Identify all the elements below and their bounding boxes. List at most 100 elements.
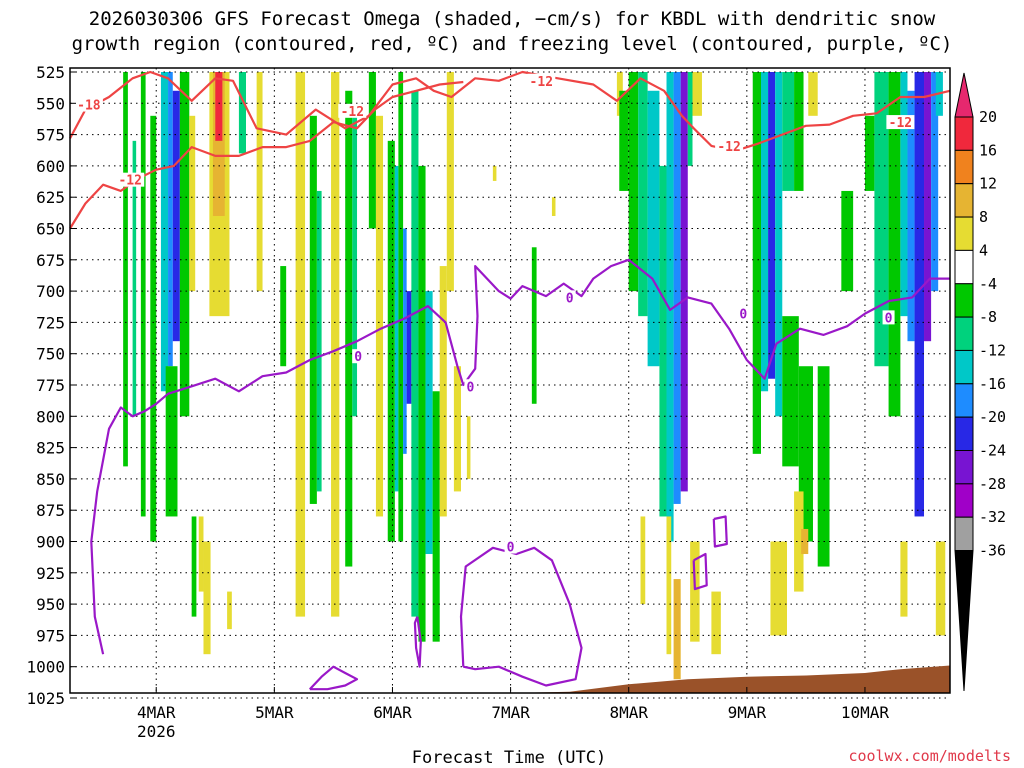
colorbar-band [954,416,974,451]
omega-cell [900,72,908,317]
omega-cell [132,140,137,417]
omega-cell [160,72,169,392]
omega-cell [640,516,646,605]
freezing-level-label: 0 [354,350,362,365]
omega-cell [531,247,537,404]
omega-cell [466,416,471,479]
omega-cell [768,72,776,379]
y-tick-label: 750 [36,345,65,364]
omega-cell [888,72,901,417]
plot-frame [69,67,951,694]
colorbar-band [954,283,974,318]
colorbar-label: -4 [979,275,997,293]
omega-cell [425,291,433,555]
contour-layer: -18 -12 -12 -12 -12 -12 0 0 0 0 0 0 [69,70,951,691]
omega-cell [935,541,946,636]
omega-cell [914,72,925,517]
chart-title-line2: growth region (contoured, red, ºC) and f… [72,33,953,55]
dgz-contour-label: -12 [530,75,553,90]
y-tick-label: 950 [36,595,65,614]
omega-cell [711,591,721,655]
colorbar-band [954,450,974,485]
colorbar-label: -12 [979,341,1006,359]
dgz-contour-line [69,70,951,152]
omega-cell [256,72,263,292]
omega-cell [551,197,556,216]
y-tick-label: 1025 [26,689,65,708]
x-tick-label: 4MAR [137,703,176,722]
omega-cell [168,72,173,367]
x-axis-title: Forecast Time (UTC) [412,748,606,768]
omega-cell [140,72,146,517]
omega-cell [309,115,317,504]
y-tick-label: 800 [36,407,65,426]
x-tick-label: 9MAR [728,703,767,722]
dgz-contour-line [69,80,464,230]
omega-cell [172,90,180,342]
omega-cell [165,366,178,517]
y-tick-label: 650 [36,220,65,239]
y-tick-label: 725 [36,313,65,332]
colorbar-label: -24 [979,442,1006,460]
omega-cell [331,72,340,617]
x-tick-label: 7MAR [491,703,530,722]
omega-cell [808,72,818,116]
omega-cell [150,115,157,542]
colorbar-bottom-arrow [954,550,974,692]
omega-cell [215,72,223,141]
terrain-fill [70,665,950,693]
colorbar-label: 4 [979,241,988,259]
colorbar-label: -20 [979,408,1006,426]
y-tick-label: 625 [36,188,65,207]
y-tick-label: 850 [36,470,65,489]
omega-cell [900,541,908,617]
dgz-contour-label-bg [338,103,367,118]
dgz-contour-label-bg [74,97,103,112]
omega-cell [345,90,353,567]
y-tick-label: 525 [36,63,65,82]
colorbar-band [954,316,974,351]
y-tick-label: 825 [36,439,65,458]
colorbar-band [954,349,974,385]
x-tick-sublabel: 2026 [137,722,176,741]
omega-cell [692,72,702,116]
freezing-level-label-bg [737,306,750,321]
omega-cell [619,90,629,191]
freezing-level-label: 0 [566,291,574,306]
freezing-level-label: 0 [507,541,515,556]
colorbar-label: 20 [979,108,997,126]
omega-cell [673,579,681,680]
colorbar-band [954,249,974,285]
colorbar-band [954,516,974,552]
colorbar-label: -8 [979,308,997,326]
omega-cell [439,266,447,517]
omega-cell [690,541,700,642]
omega-cell [761,72,769,392]
omega-cell [924,72,932,342]
omega-cell [659,165,667,517]
x-tick-label: 10MAR [841,703,890,722]
dgz-contour-label: -18 [77,99,101,114]
dgz-contour-label: -12 [889,116,912,131]
omega-shading-layer [123,72,946,680]
x-tick-label: 8MAR [609,703,648,722]
freezing-level-label-bg [464,379,477,394]
omega-cell [492,165,497,181]
omega-cell [280,266,287,367]
colorbar-band [954,183,974,218]
omega-cell [295,72,306,617]
chart-title-line1: 2026030306 GFS Forecast Omega (shaded, −… [89,8,936,30]
credit-text: coolwx.com/modelts [848,747,1011,765]
omega-cell [775,72,783,417]
omega-cell [387,140,395,542]
omega-cell [752,72,762,454]
freezing-level-contour [459,546,583,687]
freezing-level-label-bg [882,310,895,325]
omega-cell [203,541,211,655]
omega-cell [179,72,190,417]
colorbar-label: -36 [979,542,1006,560]
freezing-level-label: 0 [739,308,747,323]
y-tick-label: 600 [36,157,65,176]
